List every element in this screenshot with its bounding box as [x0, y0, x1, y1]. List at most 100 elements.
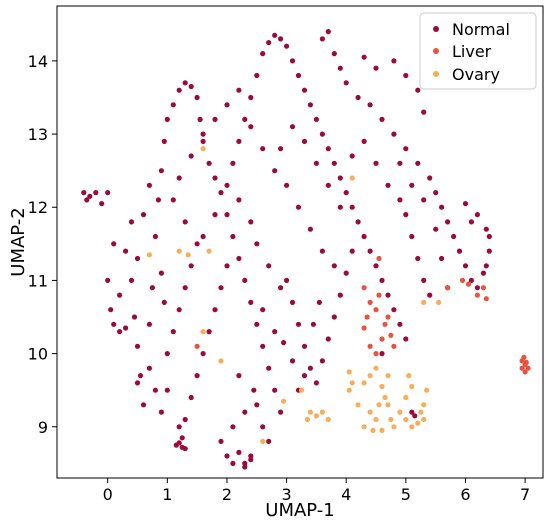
- y-axis-label: UMAP-2: [8, 207, 29, 276]
- point-liver-25: [483, 296, 489, 302]
- point-ovary-44: [436, 299, 442, 305]
- point-liver-23: [445, 285, 451, 291]
- point-ovary-45: [260, 438, 266, 444]
- point-normal-43: [260, 343, 266, 349]
- y-tick-label-0: 9: [38, 418, 48, 437]
- point-ovary-8: [361, 424, 367, 430]
- point-ovary-16: [391, 424, 397, 430]
- point-ovary-39: [281, 398, 287, 404]
- point-normal-12: [117, 292, 123, 298]
- point-normal-25: [161, 138, 167, 144]
- point-ovary-41: [346, 369, 352, 375]
- point-normal-131: [313, 380, 319, 386]
- point-normal-110: [483, 226, 489, 232]
- point-normal-165: [212, 116, 218, 122]
- point-normal-4: [99, 201, 105, 207]
- point-normal-13: [123, 248, 129, 254]
- point-normal-78: [349, 204, 355, 210]
- point-normal-224: [379, 351, 385, 357]
- point-normal-79: [355, 219, 361, 225]
- point-ovary-37: [200, 329, 206, 335]
- point-liver-4: [523, 359, 529, 365]
- point-normal-107: [474, 285, 480, 291]
- point-normal-220: [310, 321, 316, 327]
- point-normal-28: [176, 87, 182, 93]
- point-normal-115: [415, 87, 421, 93]
- legend-label-normal: Normal: [452, 20, 510, 39]
- point-normal-102: [445, 219, 451, 225]
- point-normal-1: [84, 197, 90, 203]
- point-normal-0: [81, 190, 87, 196]
- point-normal-133: [325, 336, 331, 342]
- point-normal-136: [343, 270, 349, 276]
- point-normal-59: [236, 138, 242, 144]
- y-tick-label-4: 13: [28, 125, 48, 144]
- point-ovary-34: [185, 252, 191, 258]
- point-normal-100: [433, 190, 439, 196]
- point-normal-60: [242, 116, 248, 122]
- point-normal-44: [266, 365, 272, 371]
- point-normal-24: [158, 168, 164, 174]
- point-normal-20: [146, 321, 152, 327]
- point-ovary-14: [385, 402, 391, 408]
- point-normal-33: [200, 138, 206, 144]
- point-normal-183: [361, 138, 367, 144]
- legend-marker-liver: [433, 48, 439, 54]
- point-ovary-29: [424, 387, 430, 393]
- point-normal-129: [301, 343, 308, 349]
- point-normal-9: [111, 321, 117, 327]
- point-normal-69: [295, 72, 302, 79]
- point-normal-53: [200, 351, 206, 357]
- point-normal-121: [427, 292, 433, 298]
- point-normal-208: [486, 233, 492, 240]
- point-normal-212: [182, 446, 188, 452]
- point-liver-26: [194, 343, 200, 349]
- point-normal-103: [451, 233, 457, 240]
- point-normal-192: [254, 241, 260, 247]
- point-normal-200: [212, 212, 218, 218]
- point-ovary-40: [298, 387, 305, 393]
- point-normal-105: [462, 263, 469, 269]
- point-normal-148: [251, 387, 257, 393]
- y-tick-label-1: 10: [28, 345, 48, 364]
- point-ovary-15: [388, 416, 394, 423]
- point-normal-47: [176, 424, 182, 430]
- point-normal-66: [278, 36, 284, 42]
- point-normal-135: [337, 292, 343, 298]
- point-normal-185: [385, 182, 391, 188]
- point-normal-159: [194, 241, 200, 247]
- point-normal-75: [331, 160, 337, 166]
- point-liver-7: [364, 314, 370, 320]
- point-normal-68: [289, 58, 296, 64]
- point-normal-142: [218, 438, 224, 444]
- point-normal-70: [301, 87, 308, 93]
- point-normal-174: [319, 248, 325, 254]
- point-normal-82: [373, 263, 379, 269]
- point-liver-22: [459, 277, 466, 283]
- point-normal-11: [123, 325, 129, 331]
- point-normal-118: [373, 65, 379, 71]
- point-normal-35: [212, 175, 218, 181]
- point-normal-214: [230, 460, 236, 466]
- point-normal-223: [412, 413, 418, 419]
- point-normal-180: [325, 182, 331, 188]
- point-ovary-47: [146, 252, 152, 258]
- point-ovary-22: [379, 383, 385, 390]
- point-normal-45: [272, 387, 278, 393]
- point-normal-29: [182, 80, 188, 86]
- point-normal-31: [194, 94, 200, 101]
- point-ovary-23: [385, 373, 391, 379]
- point-ovary-36: [206, 248, 212, 254]
- x-tick-label-2: 2: [222, 485, 232, 504]
- point-ovary-5: [349, 380, 355, 386]
- point-normal-146: [260, 424, 266, 430]
- point-liver-18: [367, 299, 373, 305]
- point-normal-57: [224, 263, 230, 269]
- point-normal-143: [230, 424, 236, 430]
- point-liver-5: [519, 365, 525, 371]
- point-normal-207: [161, 299, 167, 305]
- point-ovary-20: [415, 420, 421, 426]
- point-normal-104: [456, 248, 463, 254]
- point-normal-67: [284, 43, 290, 49]
- point-normal-99: [427, 175, 433, 181]
